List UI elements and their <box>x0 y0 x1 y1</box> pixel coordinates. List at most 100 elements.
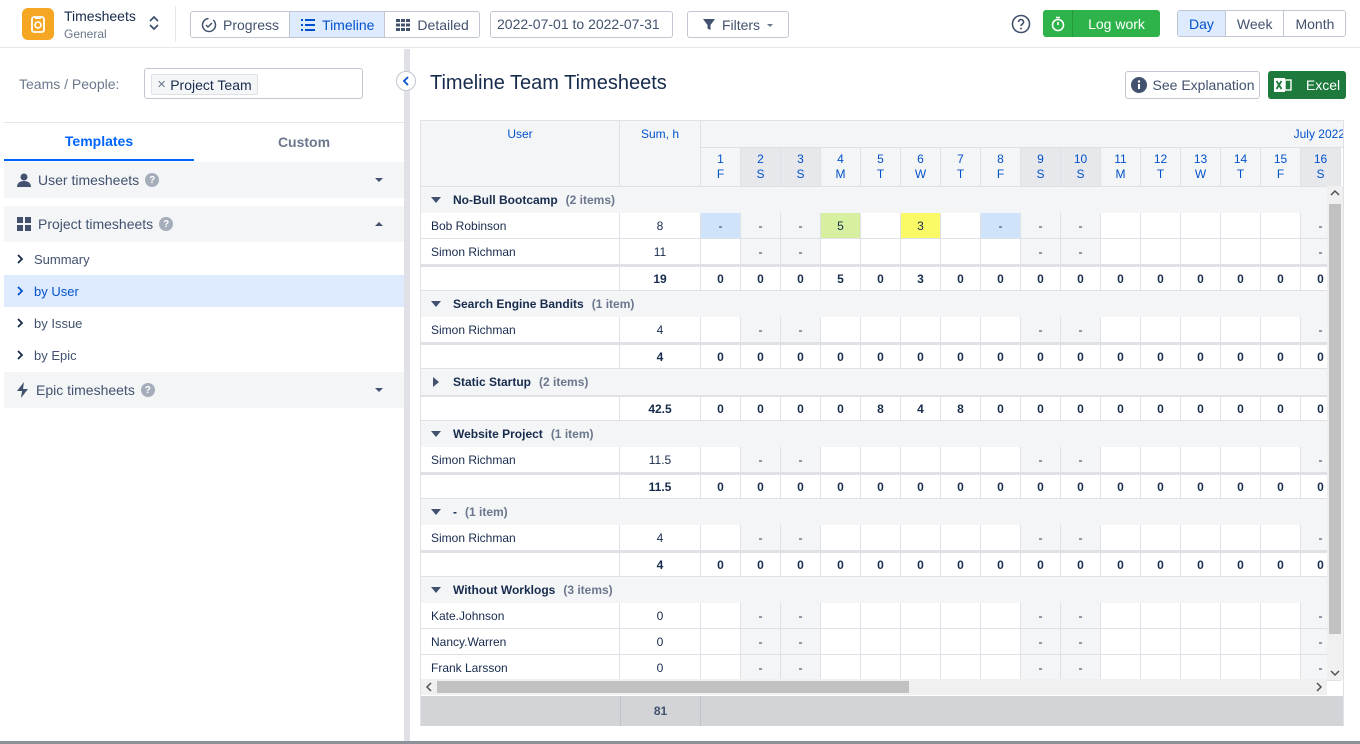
day-cell[interactable] <box>1181 655 1221 681</box>
day-cell[interactable] <box>821 655 861 681</box>
day-cell[interactable] <box>1101 655 1141 681</box>
day-cell[interactable]: - <box>1021 317 1061 343</box>
day-cell[interactable] <box>1221 447 1261 473</box>
tab-custom[interactable]: Custom <box>277 134 331 150</box>
day-cell[interactable]: - <box>701 213 741 239</box>
day-cell[interactable]: - <box>741 317 781 343</box>
scroll-up-icon[interactable] <box>1330 189 1340 197</box>
day-cell[interactable]: - <box>781 447 821 473</box>
day-cell[interactable]: 3 <box>901 213 941 239</box>
day-cell[interactable] <box>1221 603 1261 629</box>
day-cell[interactable] <box>1261 317 1301 343</box>
day-cell[interactable] <box>901 525 941 551</box>
day-cell[interactable]: - <box>741 655 781 681</box>
day-cell[interactable] <box>1141 213 1181 239</box>
user-name[interactable]: Nancy.Warren <box>421 629 620 655</box>
day-cell[interactable]: - <box>1061 317 1101 343</box>
day-cell[interactable] <box>821 447 861 473</box>
day-cell[interactable] <box>1101 239 1141 265</box>
day-cell[interactable] <box>901 655 941 681</box>
user-name[interactable]: Simon Richman <box>421 447 620 473</box>
day-cell[interactable] <box>701 317 741 343</box>
sidebar-item-by-issue[interactable]: by Issue <box>4 307 404 339</box>
day-cell[interactable] <box>1141 447 1181 473</box>
day-cell[interactable]: - <box>1021 213 1061 239</box>
help-question-icon[interactable]: ? <box>145 173 160 187</box>
day-cell[interactable]: - <box>1061 213 1101 239</box>
switch-app-chevron-icon[interactable] <box>148 13 160 33</box>
vertical-scroll-thumb[interactable] <box>1329 204 1341 634</box>
day-cell[interactable] <box>1181 629 1221 655</box>
day-cell[interactable] <box>941 447 981 473</box>
day-cell[interactable] <box>1101 525 1141 551</box>
day-cell[interactable] <box>861 239 901 265</box>
day-cell[interactable] <box>981 629 1021 655</box>
user-name[interactable]: Bob Robinson <box>421 213 620 239</box>
day-cell[interactable]: - <box>1021 603 1061 629</box>
day-cell[interactable] <box>1221 525 1261 551</box>
group-row[interactable]: - (1 item) <box>421 499 1343 525</box>
day-cell[interactable] <box>1141 603 1181 629</box>
column-header-user[interactable]: User <box>421 121 620 187</box>
section-epic-timesheets[interactable]: Epic timesheets ? <box>4 372 404 408</box>
day-cell[interactable] <box>941 239 981 265</box>
day-cell[interactable] <box>1141 629 1181 655</box>
user-name[interactable]: Frank Larsson <box>421 655 620 681</box>
day-cell[interactable] <box>941 317 981 343</box>
day-cell[interactable]: - <box>781 525 821 551</box>
day-cell[interactable] <box>1101 213 1141 239</box>
group-row[interactable]: No-Bull Bootcamp (2 items) <box>421 187 1343 213</box>
scroll-down-icon[interactable] <box>1330 669 1340 677</box>
help-question-icon[interactable]: ? <box>140 383 155 397</box>
expanded-triangle-icon[interactable] <box>431 429 441 439</box>
day-cell[interactable] <box>981 655 1021 681</box>
remove-chip-icon[interactable]: ✕ <box>157 79 167 91</box>
day-cell[interactable]: - <box>1061 239 1101 265</box>
group-row[interactable]: Search Engine Bandits (1 item) <box>421 291 1343 317</box>
day-cell[interactable] <box>1101 629 1141 655</box>
day-cell[interactable] <box>1141 317 1181 343</box>
timesheets-logo-icon[interactable] <box>22 8 54 40</box>
day-cell[interactable]: 5 <box>821 213 861 239</box>
day-cell[interactable] <box>1181 525 1221 551</box>
day-cell[interactable] <box>1221 655 1261 681</box>
user-name[interactable]: Kate.Johnson <box>421 603 620 629</box>
group-row[interactable]: Static Startup (2 items) <box>421 369 1343 395</box>
expanded-triangle-icon[interactable] <box>431 299 441 309</box>
user-name[interactable]: Simon Richman <box>421 317 620 343</box>
day-cell[interactable]: - <box>1061 525 1101 551</box>
day-cell[interactable] <box>821 603 861 629</box>
day-cell[interactable] <box>1261 603 1301 629</box>
day-cell[interactable]: - <box>741 525 781 551</box>
day-cell[interactable] <box>1261 447 1301 473</box>
collapsed-triangle-icon[interactable] <box>431 377 441 387</box>
timeline-view-button[interactable]: Timeline <box>290 12 386 37</box>
sidebar-resize-handle[interactable] <box>404 49 410 744</box>
day-cell[interactable] <box>1181 603 1221 629</box>
day-cell[interactable] <box>1221 629 1261 655</box>
vertical-scrollbar[interactable] <box>1327 186 1343 680</box>
day-cell[interactable] <box>1221 317 1261 343</box>
day-cell[interactable] <box>1181 317 1221 343</box>
day-cell[interactable]: - <box>1061 629 1101 655</box>
day-cell[interactable] <box>981 525 1021 551</box>
day-cell[interactable] <box>1141 239 1181 265</box>
day-cell[interactable] <box>1181 213 1221 239</box>
day-cell[interactable] <box>1141 525 1181 551</box>
day-cell[interactable] <box>821 525 861 551</box>
day-cell[interactable]: - <box>1021 447 1061 473</box>
log-work-button[interactable]: Log work <box>1043 10 1160 37</box>
day-cell[interactable] <box>941 655 981 681</box>
help-question-icon[interactable]: ? <box>159 217 174 231</box>
day-cell[interactable] <box>901 447 941 473</box>
column-header-sum[interactable]: Sum, h <box>620 121 701 187</box>
day-cell[interactable] <box>981 239 1021 265</box>
day-cell[interactable] <box>981 603 1021 629</box>
user-name[interactable]: Simon Richman <box>421 525 620 551</box>
day-cell[interactable]: - <box>741 629 781 655</box>
day-cell[interactable] <box>701 525 741 551</box>
day-cell[interactable]: - <box>1061 655 1101 681</box>
day-cell[interactable] <box>1261 629 1301 655</box>
day-cell[interactable] <box>941 629 981 655</box>
day-cell[interactable]: - <box>741 447 781 473</box>
